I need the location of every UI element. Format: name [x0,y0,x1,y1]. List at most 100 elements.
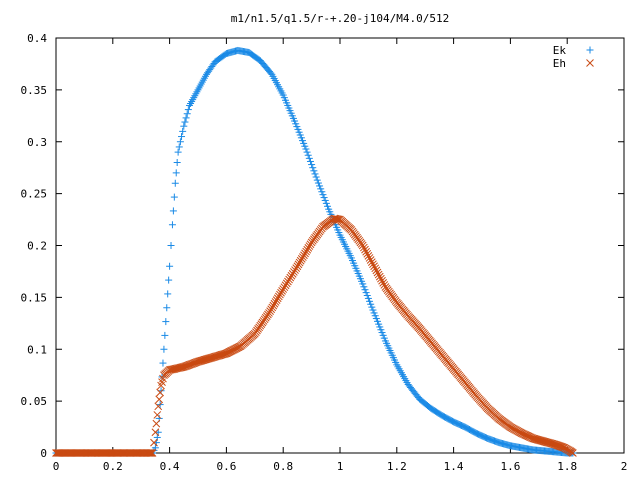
data-point [270,299,279,308]
plot-frame [55,37,625,454]
data-point [294,260,303,269]
data-point [297,255,306,263]
data-point [361,245,369,254]
data-point [368,303,376,311]
y-tick-label: 0.2 [27,240,47,253]
data-point [380,281,389,289]
legend-marker [586,59,594,67]
series-Ek [52,46,577,457]
data-point [286,273,295,282]
data-point [363,292,371,300]
x-tick-label: 1 [337,460,344,473]
data-point [169,207,177,215]
data-point [335,215,343,224]
series-Eh [52,214,577,457]
data-point [175,143,183,151]
data-point [163,304,171,312]
data-point [314,179,322,187]
data-point [162,318,170,326]
data-point [151,428,160,437]
data-point [366,297,374,305]
data-point [171,179,179,187]
y-tick-label: 0.05 [21,395,48,408]
data-point [174,148,182,156]
data-point [313,176,321,184]
data-point [159,359,167,367]
x-axis: 0 0.2 0.4 0.6 0.8 1 1.2 1.4 1.6 1.8 2 [53,38,628,473]
data-point [318,188,326,196]
data-point [289,268,298,276]
data-point [271,298,280,306]
data-point [304,151,312,159]
data-point [156,388,164,397]
data-point [305,242,314,250]
data-point [369,260,377,269]
data-point [269,301,278,310]
data-point [183,110,191,118]
y-tick-label: 0.25 [21,188,48,201]
data-point [295,258,304,267]
data-point [374,270,383,279]
data-point [273,294,282,303]
data-point [302,145,310,153]
data-point [310,167,318,175]
data-point [166,262,174,270]
data-point [311,170,319,178]
x-tick-label: 0 [53,460,60,473]
data-point [148,449,157,457]
x-tick-label: 0.4 [160,460,180,473]
data-point [176,138,184,146]
data-point [317,185,325,193]
data-point [300,251,308,260]
data-point [365,254,374,262]
data-point [147,449,156,457]
data-point [280,283,289,292]
data-point [319,191,327,199]
data-point [296,256,305,265]
y-tick-label: 0.1 [27,343,47,356]
data-point [282,279,291,288]
data-point [173,159,181,166]
data-point [284,277,292,286]
data-point [291,266,299,274]
data-point [276,290,284,299]
data-point [303,245,312,254]
data-point [364,252,373,260]
data-point [180,122,188,130]
data-point [150,438,158,447]
y-tick-label: 0.3 [27,136,47,149]
data-point [268,303,277,312]
data-point [285,275,293,284]
data-point [277,288,285,297]
data-point [160,345,168,353]
data-point [305,154,313,162]
x-tick-label: 1.4 [444,460,464,473]
legend-label: Eh [553,57,566,70]
data-point [360,283,368,291]
legend-marker [586,46,594,54]
chart-title: m1/n1.5/q1.5/r-+.20-j104/M4.0/512 [231,12,450,25]
data-point [170,193,178,201]
data-point [172,169,180,177]
data-point [569,449,577,457]
y-tick-label: 0.4 [27,32,47,45]
data-point [145,449,154,457]
x-tick-label: 2 [621,460,628,473]
data-point [281,281,290,290]
data-point [371,264,380,273]
data-point [272,296,281,304]
data-point [152,419,161,428]
data-point [304,244,313,252]
data-point [267,305,276,314]
data-point [279,285,288,293]
data-point [288,270,297,278]
data-point [306,157,314,165]
data-point [375,272,384,281]
data-point [302,247,310,256]
data-point [265,309,273,317]
data-point [378,276,386,285]
data-point [266,307,274,315]
data-point [312,173,320,181]
data-point [308,161,316,169]
